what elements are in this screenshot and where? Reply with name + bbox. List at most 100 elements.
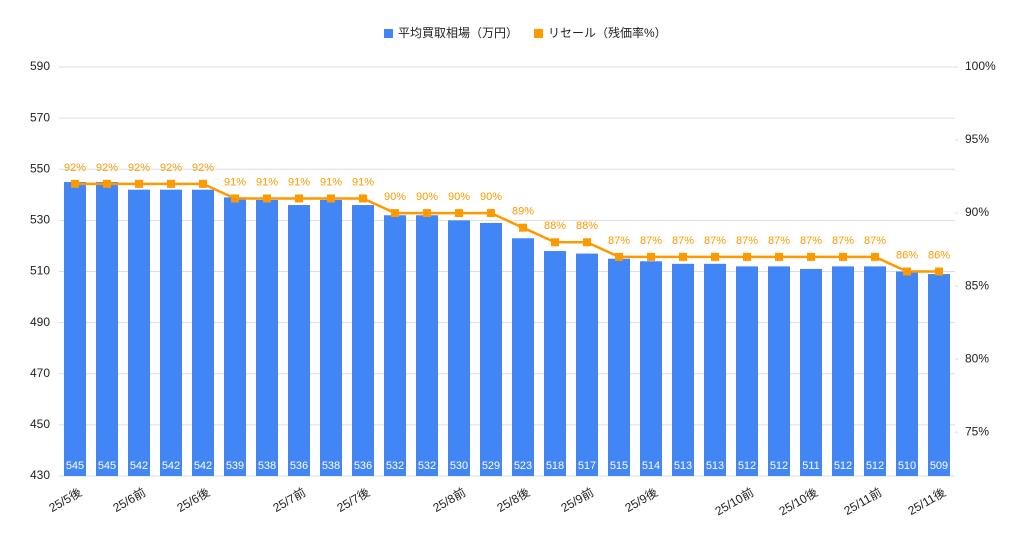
- line-point: [743, 252, 751, 261]
- line-label: 86%: [928, 249, 950, 261]
- bar-label: 530: [450, 460, 468, 472]
- line-label: 88%: [544, 220, 566, 232]
- bar: [704, 263, 726, 476]
- line-label: 86%: [896, 249, 918, 261]
- y-tick-label: 570: [30, 110, 50, 124]
- y-tick-label: 590: [30, 59, 50, 73]
- x-tick-label: 25/8後: [494, 485, 532, 515]
- bar-label: 512: [738, 460, 756, 472]
- y-tick-label: 530: [30, 213, 50, 227]
- bar-label: 545: [66, 460, 84, 472]
- x-tick-label: 25/6前: [110, 484, 148, 515]
- line-label: 87%: [832, 235, 854, 247]
- legend-swatch: [534, 29, 544, 38]
- bar-label: 512: [866, 460, 884, 472]
- bar-label: 532: [418, 460, 436, 472]
- line-label: 90%: [480, 191, 502, 203]
- line-label: 89%: [512, 206, 534, 218]
- line-label: 92%: [64, 162, 86, 174]
- y-tick-label: 510: [30, 264, 50, 278]
- line-point: [807, 252, 815, 261]
- line-point: [263, 194, 271, 203]
- bar: [608, 258, 630, 476]
- y-tick-label: 490: [30, 315, 50, 329]
- y2-tick-label: 75%: [965, 424, 989, 438]
- bar: [160, 189, 182, 476]
- line-point: [199, 179, 207, 188]
- bar: [448, 220, 470, 476]
- line-label: 87%: [768, 235, 790, 247]
- line-point: [935, 267, 943, 276]
- line-point: [711, 252, 719, 261]
- line-point: [327, 194, 335, 203]
- bar: [192, 189, 214, 476]
- line-point: [167, 179, 175, 188]
- line-label: 87%: [800, 235, 822, 247]
- line-label: 92%: [128, 162, 150, 174]
- line-point: [583, 238, 591, 247]
- bar: [640, 261, 662, 476]
- x-tick-label: 25/6後: [174, 485, 212, 515]
- x-tick-label: 25/10前: [712, 484, 756, 518]
- line-label: 92%: [192, 162, 214, 174]
- line-label: 87%: [608, 235, 630, 247]
- bar-label: 512: [834, 460, 852, 472]
- line-point: [359, 194, 367, 203]
- bar: [288, 205, 310, 476]
- bar-label: 513: [706, 460, 724, 472]
- y2-tick-label: 100%: [965, 59, 996, 73]
- bar-label: 517: [578, 460, 596, 472]
- x-tick-label: 25/9後: [622, 485, 660, 515]
- bar-label: 538: [322, 460, 340, 472]
- bar: [224, 197, 246, 476]
- bar-label: 514: [642, 460, 660, 472]
- bar-label: 536: [354, 460, 372, 472]
- line-label: 87%: [704, 235, 726, 247]
- bar: [96, 182, 118, 476]
- line-label: 87%: [736, 235, 758, 247]
- bar-label: 529: [482, 460, 500, 472]
- y-tick-label: 550: [30, 161, 50, 175]
- x-tick-label: 25/7後: [334, 485, 372, 515]
- bar-label: 545: [98, 460, 116, 472]
- line-label: 92%: [96, 162, 118, 174]
- line-point: [839, 252, 847, 261]
- line-point: [679, 252, 687, 261]
- bar-label: 509: [930, 460, 948, 472]
- line: [75, 182, 939, 273]
- y2-tick-label: 80%: [965, 351, 989, 365]
- bar: [832, 266, 854, 476]
- y2-tick-label: 90%: [965, 205, 989, 219]
- line-label: 90%: [448, 191, 470, 203]
- bar-label: 542: [162, 460, 180, 472]
- y-tick-label: 430: [30, 468, 50, 482]
- y-tick-label: 450: [30, 417, 50, 431]
- line-point: [423, 209, 431, 218]
- bar: [320, 199, 342, 477]
- bar: [896, 271, 918, 476]
- line-label: 87%: [672, 235, 694, 247]
- bar: [480, 222, 502, 476]
- line-point: [231, 194, 239, 203]
- bar-label: 539: [226, 460, 244, 472]
- line-point: [391, 209, 399, 218]
- bar-label: 511: [802, 460, 820, 472]
- line-label: 91%: [256, 176, 278, 188]
- bar: [416, 215, 438, 476]
- line-label: 91%: [224, 176, 246, 188]
- line-point: [295, 194, 303, 203]
- line-point: [647, 252, 655, 261]
- bar: [64, 182, 86, 476]
- line-point: [71, 179, 79, 188]
- line-label: 90%: [416, 191, 438, 203]
- line-point: [519, 223, 527, 232]
- legend-swatch: [384, 29, 393, 38]
- bar-label: 542: [194, 460, 212, 472]
- bar: [864, 266, 886, 476]
- x-tick-label: 25/11後: [905, 485, 948, 518]
- line-label: 91%: [288, 176, 310, 188]
- bar: [928, 274, 950, 476]
- bar: [352, 205, 374, 476]
- bar: [576, 253, 598, 476]
